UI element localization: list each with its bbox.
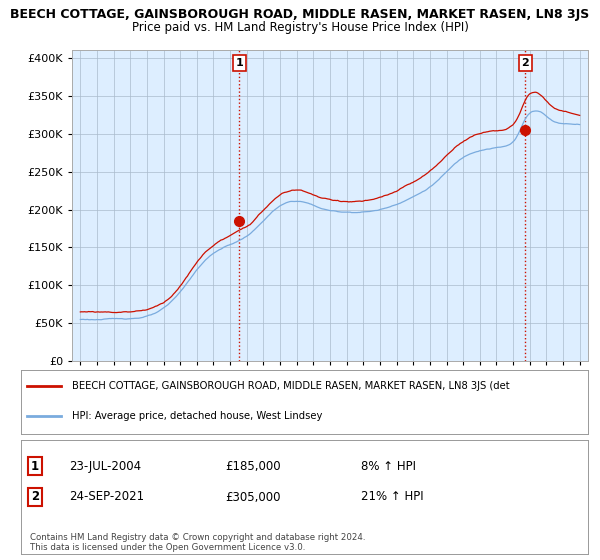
Text: 8% ↑ HPI: 8% ↑ HPI [361,460,416,473]
Text: Price paid vs. HM Land Registry's House Price Index (HPI): Price paid vs. HM Land Registry's House … [131,21,469,34]
Text: 24-SEP-2021: 24-SEP-2021 [69,491,145,503]
Text: Contains HM Land Registry data © Crown copyright and database right 2024.
This d: Contains HM Land Registry data © Crown c… [29,533,365,552]
Text: £305,000: £305,000 [225,491,281,503]
Text: 1: 1 [31,460,39,473]
Text: HPI: Average price, detached house, West Lindsey: HPI: Average price, detached house, West… [72,411,322,421]
Text: 21% ↑ HPI: 21% ↑ HPI [361,491,424,503]
Text: 23-JUL-2004: 23-JUL-2004 [69,460,142,473]
Text: BEECH COTTAGE, GAINSBOROUGH ROAD, MIDDLE RASEN, MARKET RASEN, LN8 3JS: BEECH COTTAGE, GAINSBOROUGH ROAD, MIDDLE… [10,8,590,21]
Text: 2: 2 [521,58,529,68]
Text: £185,000: £185,000 [225,460,281,473]
Text: BEECH COTTAGE, GAINSBOROUGH ROAD, MIDDLE RASEN, MARKET RASEN, LN8 3JS (det: BEECH COTTAGE, GAINSBOROUGH ROAD, MIDDLE… [72,381,509,391]
Text: 1: 1 [235,58,243,68]
Text: 2: 2 [31,491,39,503]
